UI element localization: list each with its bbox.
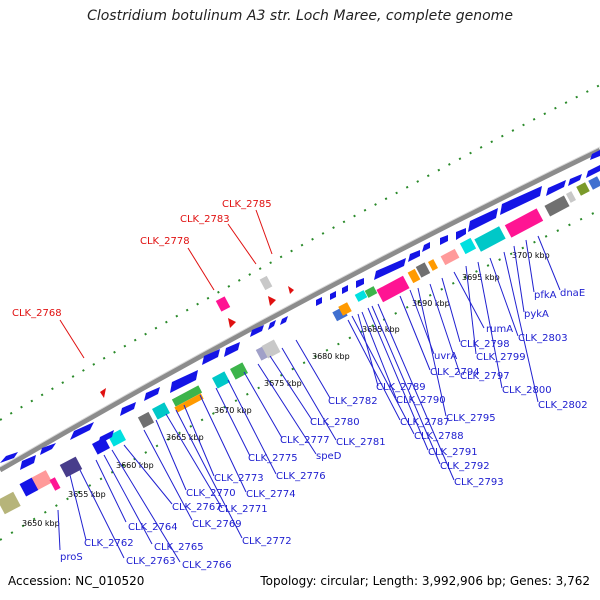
blue-callouts xyxy=(57,235,561,563)
gene-label: CLK_2802 xyxy=(538,400,588,411)
gene-label: proS xyxy=(60,552,83,563)
gene-label: dnaE xyxy=(560,288,585,299)
gene-label: CLK_2797 xyxy=(460,371,510,382)
tick-label: 3685 kbp xyxy=(362,325,400,334)
gene-label: CLK_2764 xyxy=(128,522,178,533)
red-gene-markers xyxy=(100,275,294,398)
gene-label: CLK_2769 xyxy=(192,519,242,530)
gene-label: CLK_2798 xyxy=(460,339,510,350)
gene-label: CLK_2776 xyxy=(276,471,326,482)
gene-label: CLK_2777 xyxy=(280,435,330,446)
gene-label: CLK_2773 xyxy=(214,473,264,484)
tick-label: 3670 kbp xyxy=(214,406,252,415)
gene-label: CLK_2799 xyxy=(476,352,526,363)
gene-label-red: CLK_2783 xyxy=(180,214,230,225)
gene-arrows xyxy=(0,150,600,470)
gene-label: CLK_2794 xyxy=(430,367,480,378)
gene-label: pfkA xyxy=(534,290,557,301)
gene-label: uvrA xyxy=(434,351,457,362)
genome-backbone xyxy=(0,147,600,473)
gene-label: CLK_2787 xyxy=(400,417,450,428)
gene-label-red: CLK_2778 xyxy=(140,236,190,247)
gene-label: CLK_2800 xyxy=(502,385,552,396)
gene-label-red: CLK_2785 xyxy=(222,199,272,210)
gene-label: CLK_2762 xyxy=(84,538,134,549)
gene-label: CLK_2771 xyxy=(218,504,268,515)
tick-label: 3690 kbp xyxy=(412,299,450,308)
gene-label: CLK_2790 xyxy=(396,395,446,406)
gene-label: CLK_2792 xyxy=(440,461,490,472)
gene-label: CLK_2803 xyxy=(518,333,568,344)
tick-label: 3650 kbp xyxy=(22,519,60,528)
gene-label: CLK_2795 xyxy=(446,413,496,424)
gene-label: CLK_2788 xyxy=(414,431,464,442)
gene-label: CLK_2766 xyxy=(182,560,232,571)
gene-label: CLK_2791 xyxy=(428,447,478,458)
gene-label: pykA xyxy=(524,309,549,320)
gene-label: CLK_2774 xyxy=(246,489,296,500)
gene-label: CLK_2770 xyxy=(186,488,236,499)
gene-label: speD xyxy=(316,451,342,462)
gene-label: CLK_2781 xyxy=(336,437,386,448)
tick-label: 3655 kbp xyxy=(68,490,106,499)
gene-label: CLK_2775 xyxy=(248,453,298,464)
gene-label: rumA xyxy=(486,324,513,335)
gene-label: CLK_2789 xyxy=(376,382,426,393)
gene-label: CLK_2780 xyxy=(310,417,360,428)
gene-label: CLK_2767 xyxy=(172,502,222,513)
tick-label: 3700 kbp xyxy=(512,251,550,260)
gc-arc-outer xyxy=(0,84,600,421)
tick-label: 3665 kbp xyxy=(166,433,204,442)
gene-label-red: CLK_2768 xyxy=(12,308,62,319)
gene-features xyxy=(0,176,600,515)
tick-label: 3680 kbp xyxy=(312,352,350,361)
red-callouts xyxy=(59,209,273,359)
accession-text: Accession: NC_010520 xyxy=(8,574,145,588)
gene-label: CLK_2763 xyxy=(126,556,176,567)
gene-label: CLK_2772 xyxy=(242,536,292,547)
topology-summary: Topology: circular; Length: 3,992,906 bp… xyxy=(260,574,590,588)
gene-label: CLK_2793 xyxy=(454,477,504,488)
gene-label: CLK_2782 xyxy=(328,396,378,407)
tick-label: 3675 kbp xyxy=(264,379,302,388)
map-title: Clostridium botulinum A3 str. Loch Maree… xyxy=(87,8,513,24)
gene-label: CLK_2765 xyxy=(154,542,204,553)
tick-label: 3660 kbp xyxy=(116,461,154,470)
